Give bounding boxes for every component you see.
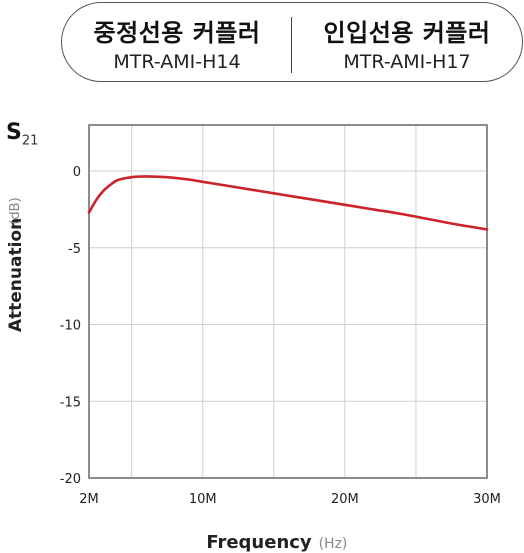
y-axis-label: Attenuation [6, 218, 26, 332]
plot-frame [88, 124, 488, 479]
header-left: 중정선용 커플러 MTR-AMI-H14 [62, 3, 292, 81]
x-tick-label: 10M [189, 492, 217, 507]
s-parameter-sub: 21 [21, 133, 39, 149]
chart-grid [89, 125, 487, 478]
header-right: 인입선용 커플러 MTR-AMI-H17 [292, 3, 522, 81]
y-tick-label: -5 [68, 242, 81, 257]
series-line [87, 175, 489, 231]
header-divider [291, 17, 292, 73]
tick-labels: 2M 10M 20M 30M 0 -5 -10 -15 -20 [60, 165, 501, 507]
x-axis-label: Frequency [206, 532, 312, 553]
left-title: 중정선용 커플러 [93, 19, 261, 47]
x-tick-label: 30M [473, 492, 501, 507]
y-axis-unit: (dB) [8, 197, 23, 224]
right-title: 인입선용 커플러 [323, 19, 491, 47]
left-model: MTR-AMI-H14 [113, 51, 241, 73]
x-tick-label: 2M [79, 492, 99, 507]
header-panel: 중정선용 커플러 MTR-AMI-H14 인입선용 커플러 MTR-AMI-H1… [61, 2, 523, 82]
y-tick-label: -10 [60, 319, 81, 334]
s-parameter-label: S21 [6, 120, 38, 148]
y-tick-label: -15 [60, 395, 81, 410]
y-tick-label: 0 [73, 165, 81, 180]
x-tick-label: 20M [331, 492, 359, 507]
x-axis-unit: (Hz) [319, 536, 348, 552]
y-tick-label: -20 [60, 472, 81, 487]
s-parameter-main: S [6, 120, 22, 145]
right-model: MTR-AMI-H17 [343, 51, 471, 73]
